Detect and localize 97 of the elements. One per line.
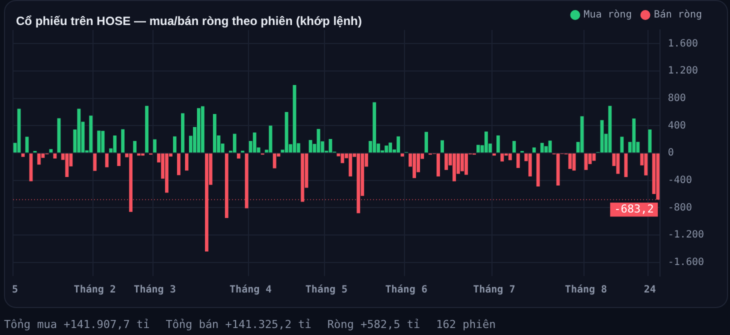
bar [648,130,652,152]
bar [93,154,97,171]
bar [444,154,448,170]
x-tick-label: Tháng 5 [305,284,348,296]
bar [244,154,248,208]
chart-title: Cổ phiếu trên HOSE — mua/bán ròng theo phiên (khớp lệnh) [16,14,362,28]
bar [508,154,512,160]
bar [129,154,133,212]
bar [49,149,53,152]
text: 162 phiên [436,318,496,331]
y-tick-label: 800 [668,92,686,104]
bar [644,154,648,176]
bar [460,154,464,172]
bar [224,154,228,218]
bar [200,106,204,152]
bar [121,129,125,152]
bar [440,140,444,152]
x-tick-label: Tháng 8 [564,284,608,296]
bar [452,154,456,182]
bar [113,135,117,152]
bar [476,144,480,152]
bar [196,108,200,152]
bar [516,154,520,168]
y-tick-label: 1.600 [668,38,698,50]
bar [400,154,404,157]
bar [181,113,184,152]
legend-label: Bán ròng [654,10,702,21]
bar [65,154,69,178]
bar [592,154,596,161]
x-tick-label: Tháng 2 [74,284,116,296]
bar [145,106,148,152]
bar [117,154,121,166]
bar [436,154,440,176]
bar [89,116,93,152]
bar [272,154,276,168]
bar [624,154,628,178]
text: Ròng +582,5 tỉ [327,318,420,331]
bar [528,154,532,176]
x-tick-label: Tháng 3 [134,284,176,296]
bar [372,102,376,152]
bar [177,154,180,176]
bar [236,154,240,159]
bar [536,154,540,186]
bar [348,154,352,176]
y-tick-label: -400 [668,174,692,186]
bar [57,118,61,152]
bar [464,154,468,175]
bar [77,108,81,152]
bar [212,114,216,152]
bar [133,140,136,152]
bar [153,139,156,152]
bar [424,132,428,152]
bar [532,147,536,152]
bar [53,154,57,159]
x-tick-label: Tháng 7 [473,284,516,296]
bar [185,154,188,171]
bar [356,154,360,214]
text: Tổng bán +141.325,2 tỉ [166,318,312,331]
bar [97,130,101,152]
bar [540,142,544,152]
bar [388,142,392,152]
ref-line-label: -683,2 [614,202,654,216]
bar [105,154,109,168]
x-tick-label: Tháng 6 [385,284,428,296]
y-tick-label: -1.600 [668,256,704,268]
bar [512,140,516,152]
bar [548,140,552,152]
bar [204,154,208,252]
y-tick-label: -800 [668,202,692,214]
bar [556,154,560,186]
bar [340,154,344,164]
bar [165,154,168,193]
bar [25,136,29,152]
y-tick-label: 400 [668,120,686,132]
x-tick-label: 24 [644,284,656,296]
bar [101,130,105,152]
x-tick-label: Tháng 4 [230,284,272,296]
bar [173,136,176,152]
bar [496,135,500,152]
legend-label: Mua ròng [584,10,632,21]
text: Tổng mua +141.907,7 tỉ [4,318,150,331]
bar [384,146,388,152]
bar [500,154,504,162]
bar [252,132,256,152]
y-tick-label: 1.200 [668,66,698,77]
x-tick-label: 5 [12,284,18,296]
bar [21,154,25,157]
bar [232,134,236,152]
bar [632,118,636,152]
y-tick-label: -1.200 [668,230,704,241]
bar [484,132,488,152]
y-tick-label: 0 [668,148,674,159]
bar [412,154,416,178]
bar [268,126,272,152]
bar [620,136,624,152]
bar [396,136,400,152]
bar [656,154,660,200]
